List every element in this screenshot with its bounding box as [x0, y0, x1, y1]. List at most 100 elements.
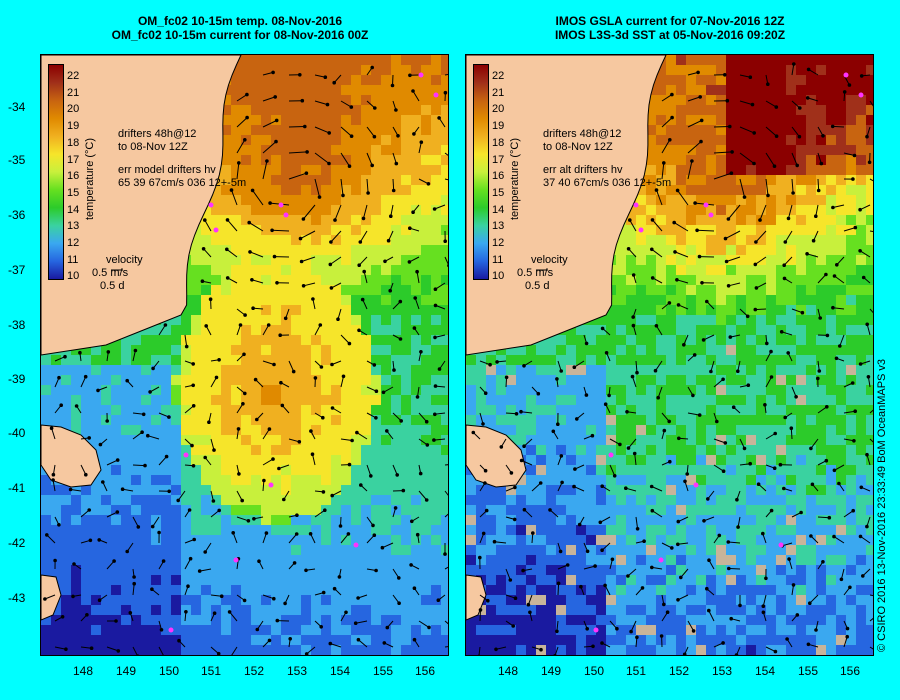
sst-cell: [251, 515, 261, 525]
sst-cell: [421, 275, 431, 285]
sst-cell: [596, 395, 606, 405]
current-arrow: [236, 516, 249, 522]
sst-cell: [431, 595, 441, 605]
sst-cell: [361, 285, 371, 295]
sst-cell: [261, 605, 271, 615]
sst-cell: [506, 505, 516, 515]
sst-cell: [221, 385, 231, 395]
sst-cell: [476, 505, 486, 515]
sst-cell: [281, 105, 291, 115]
sst-cell: [161, 415, 171, 425]
sst-cell: [211, 655, 221, 656]
sst-cell: [816, 235, 826, 245]
sst-cell: [856, 435, 866, 445]
current-arrow-head: [146, 433, 150, 438]
sst-cell: [61, 515, 71, 525]
sst-cell: [101, 575, 111, 585]
sst-cell: [151, 345, 161, 355]
sst-cell: [381, 195, 391, 205]
current-arrow: [390, 204, 394, 217]
sst-cell: [101, 355, 111, 365]
sst-cell: [321, 245, 331, 255]
sst-cell: [341, 85, 351, 95]
sst-cell: [676, 445, 686, 455]
sst-cell: [776, 455, 786, 465]
sst-cell: [486, 495, 496, 505]
sst-cell: [271, 335, 281, 345]
sst-cell: [331, 245, 341, 255]
sst-cell: [321, 595, 331, 605]
sst-cell: [381, 555, 391, 565]
sst-cell: [181, 575, 191, 585]
sst-cell: [686, 205, 696, 215]
sst-cell: [646, 345, 656, 355]
sst-cell: [866, 325, 873, 335]
sst-cell: [221, 265, 231, 275]
sst-cell: [191, 585, 201, 595]
sst-cell: [341, 145, 351, 155]
sst-cell: [656, 345, 666, 355]
sst-cell: [351, 185, 361, 195]
sst-cell: [431, 255, 441, 265]
sst-cell: [221, 225, 231, 235]
sst-cell: [391, 325, 401, 335]
sst-cell: [866, 465, 873, 475]
sst-cell: [341, 275, 351, 285]
current-arrow-head: [71, 594, 75, 599]
sst-cell: [231, 135, 241, 145]
sst-cell: [421, 355, 431, 365]
current-arrow-head: [125, 378, 129, 383]
sst-cell: [856, 395, 866, 405]
sst-cell: [616, 235, 626, 245]
sst-cell: [431, 635, 441, 645]
sst-cell: [151, 505, 161, 515]
sst-cell: [706, 255, 716, 265]
sst-cell: [816, 165, 826, 175]
current-arrow-head: [425, 443, 430, 447]
sst-cell: [696, 405, 706, 415]
sst-cell: [826, 435, 836, 445]
sst-cell: [371, 625, 381, 635]
sst-cell: [311, 295, 321, 305]
sst-cell: [131, 455, 141, 465]
sst-cell: [421, 565, 431, 575]
sst-cell: [301, 75, 311, 85]
sst-cell: [736, 185, 746, 195]
sst-cell: [51, 625, 61, 635]
sst-cell: [201, 475, 211, 485]
sst-cell: [796, 435, 806, 445]
sst-cell: [331, 95, 341, 105]
sst-cell: [211, 285, 221, 295]
sst-cell: [656, 405, 666, 415]
sst-cell: [261, 105, 271, 115]
sst-cell: [211, 505, 221, 515]
sst-cell: [51, 355, 61, 365]
sst-cell: [586, 415, 596, 425]
sst-cell: [251, 645, 261, 655]
sst-cell: [776, 475, 786, 485]
current-arrow-head: [412, 132, 416, 136]
sst-cell: [361, 585, 371, 595]
sst-cell: [201, 615, 211, 625]
sst-cell: [826, 385, 836, 395]
sst-cell: [231, 495, 241, 505]
sst-cell: [361, 165, 371, 175]
sst-cell: [381, 445, 391, 455]
sst-cell: [311, 355, 321, 365]
sst-cell: [746, 65, 756, 75]
sst-cell: [51, 525, 61, 535]
sst-cell: [271, 645, 281, 655]
sst-cell: [201, 355, 211, 365]
sst-cell: [371, 245, 381, 255]
sst-cell: [836, 115, 846, 125]
sst-cell: [241, 655, 251, 656]
sst-cell: [291, 195, 301, 205]
sst-cell: [391, 155, 401, 165]
sst-cell: [401, 285, 411, 295]
sst-cell: [421, 555, 431, 565]
sst-cell: [826, 205, 836, 215]
sst-cell: [361, 295, 371, 305]
sst-cell: [121, 575, 131, 585]
sst-cell: [696, 485, 706, 495]
sst-cell: [686, 185, 696, 195]
